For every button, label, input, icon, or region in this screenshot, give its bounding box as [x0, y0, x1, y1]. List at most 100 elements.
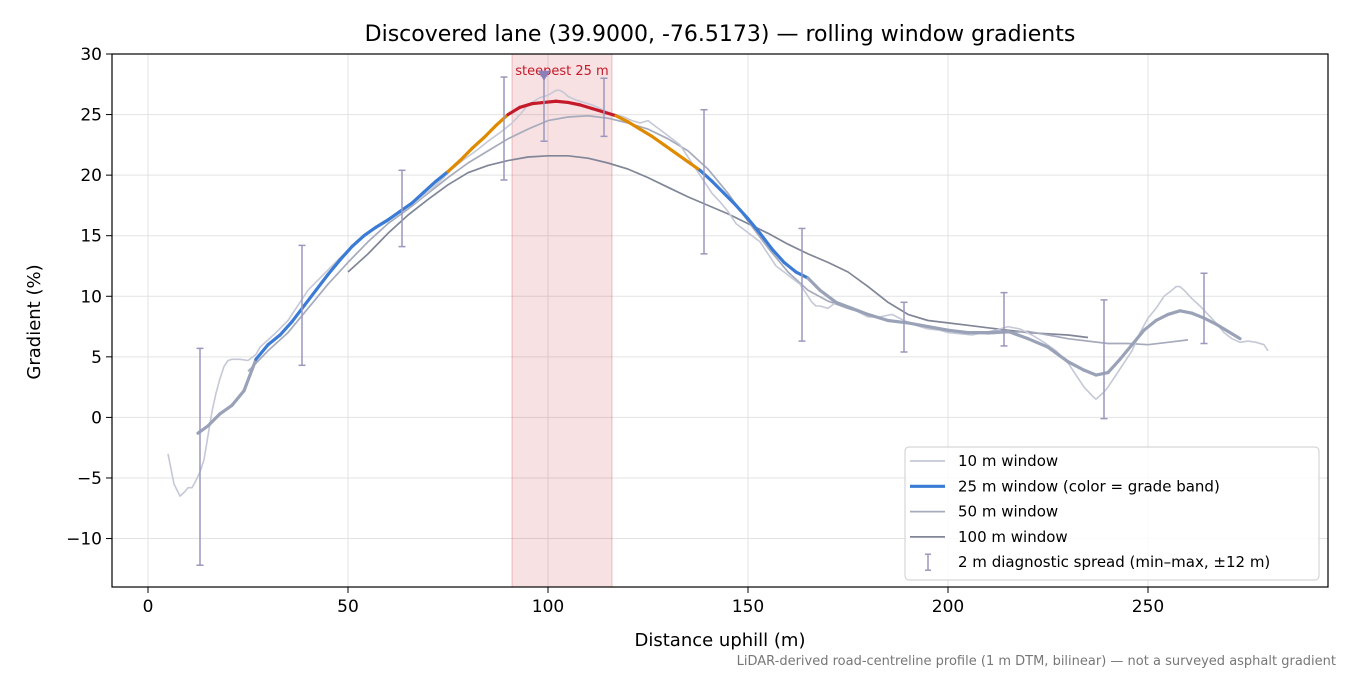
- error-bar: [1200, 272, 1208, 345]
- error-bar: [298, 244, 306, 367]
- steepest-marker: [538, 70, 550, 81]
- series-25m-segment: [638, 127, 654, 138]
- y-tick-label: 20: [80, 166, 102, 186]
- series-25m-segment: [1130, 328, 1146, 347]
- series-25m-segment: [1066, 360, 1086, 372]
- series-25m-segment: [530, 100, 546, 106]
- series-25m-segment: [242, 357, 258, 393]
- series-25m-segment: [1118, 343, 1134, 361]
- x-tick-label: 150: [732, 597, 764, 617]
- legend-label: 50 m window: [958, 503, 1058, 521]
- series-25m-segment: [1154, 312, 1170, 323]
- y-tick-label: 30: [80, 45, 102, 65]
- y-tick-labels: −10 −5 0 5 10 15 20 25 30: [66, 45, 112, 550]
- x-tick-label: 50: [337, 597, 359, 617]
- series-25m-segment: [506, 105, 522, 117]
- x-tick-label: 250: [1132, 597, 1164, 617]
- series-25m-segment: [314, 272, 330, 292]
- series-25m-segment: [1094, 370, 1110, 377]
- series-25m-segment: [1142, 318, 1158, 332]
- series-25m-segment: [206, 412, 222, 428]
- legend-box: [904, 446, 1320, 581]
- series-25m-segment: [1226, 329, 1242, 341]
- legend-entry: 2 m diagnostic spread (min–max, ±12 m): [925, 553, 1270, 571]
- series-25m-segment: [350, 234, 366, 249]
- series-25m-segment: [662, 143, 678, 155]
- x-axis-label: Distance uphill (m): [635, 630, 806, 651]
- series-25m-segment: [446, 159, 462, 174]
- footer-note: LiDAR-derived road-centreline profile (1…: [737, 654, 1336, 669]
- series-25m-segment: [374, 218, 390, 229]
- series-25m-segment: [1166, 309, 1182, 317]
- y-tick-label: 0: [91, 408, 102, 428]
- x-tick-labels: 0 50 100 150 200 250: [143, 587, 1164, 617]
- error-bar: [398, 169, 406, 248]
- series-25m-segment: [698, 168, 714, 183]
- plot-border: [111, 53, 1329, 588]
- error-bar: [600, 77, 608, 138]
- x-tick-label: 100: [532, 597, 564, 617]
- y-tick-label: 5: [91, 348, 102, 368]
- error-bar: [1100, 299, 1108, 420]
- series-25m-segment: [386, 209, 402, 222]
- series-25m-segment: [946, 328, 970, 335]
- series-25m-segment: [494, 112, 510, 128]
- series-25m-segment: [650, 134, 666, 147]
- legend-entry: 50 m window: [910, 503, 1058, 521]
- legend-entry: 100 m window: [910, 528, 1068, 546]
- series-25m-segment: [1006, 329, 1030, 341]
- plot-frame: [111, 53, 1329, 588]
- series-25m-segment: [818, 288, 838, 304]
- error-bar: [900, 301, 908, 353]
- series-25m-segment: [734, 203, 750, 221]
- error-bar: [798, 227, 806, 342]
- series-25m-segment: [218, 403, 234, 416]
- series-25m-segment: [518, 102, 534, 109]
- series-25m-segment: [578, 103, 594, 111]
- series-25m-segment: [1202, 316, 1218, 326]
- series-25m-window: [196, 99, 1242, 435]
- series-25m-segment: [806, 276, 822, 292]
- series-25m-segment: [722, 191, 738, 208]
- legend-entry: 10 m window: [910, 452, 1058, 470]
- steepest-segment-highlight: [511, 53, 613, 588]
- error-bar: [1000, 291, 1008, 347]
- series-25m-segment: [338, 245, 354, 262]
- error-bar: [500, 76, 508, 181]
- series-25m-segment: [906, 321, 930, 329]
- steepest-annotation: steepest 25 m: [515, 64, 609, 81]
- series-25m-segment: [686, 160, 702, 172]
- series-25m-segment: [542, 99, 558, 105]
- series-25m-segment: [1026, 337, 1050, 349]
- series-25m-segment: [362, 225, 378, 238]
- steepest-band: [511, 53, 613, 588]
- series-25m-segment: [770, 247, 786, 264]
- series-50m-window: [247, 114, 1189, 372]
- series-25m-segment: [1190, 311, 1206, 320]
- legend-entry: 25 m window (color = grade band): [910, 477, 1220, 495]
- series-25m-segment: [626, 120, 642, 131]
- legend: 10 m window 25 m window (color = grade ba…: [904, 446, 1320, 581]
- diagnostic-error-bars: [196, 75, 1208, 566]
- y-tick-label: 10: [80, 287, 102, 307]
- series-25m-segment: [254, 343, 270, 361]
- series-25m-segment: [434, 169, 450, 183]
- series-25m-segment: [782, 260, 798, 274]
- steepest-label: steepest 25 m: [515, 64, 608, 79]
- series-25m-segment: [590, 106, 606, 114]
- x-tick-label: 200: [932, 597, 964, 617]
- series-100m-window: [347, 154, 1089, 339]
- series-25m-segment: [266, 333, 282, 347]
- series-25m-segment: [458, 146, 474, 163]
- series-25m-segment: [470, 135, 486, 151]
- series-25m-segment: [566, 100, 582, 107]
- series-25m-segment: [866, 312, 890, 323]
- chart-title: Discovered lane (39.9000, -76.5173) — ro…: [365, 22, 1076, 47]
- series-25m-segment: [850, 306, 870, 317]
- series-25m-segment: [410, 190, 426, 205]
- series-25m-segment: [1178, 309, 1194, 315]
- series-25m-segment: [1214, 322, 1230, 334]
- series-25m-segment: [926, 324, 950, 332]
- series-lines: [167, 89, 1269, 497]
